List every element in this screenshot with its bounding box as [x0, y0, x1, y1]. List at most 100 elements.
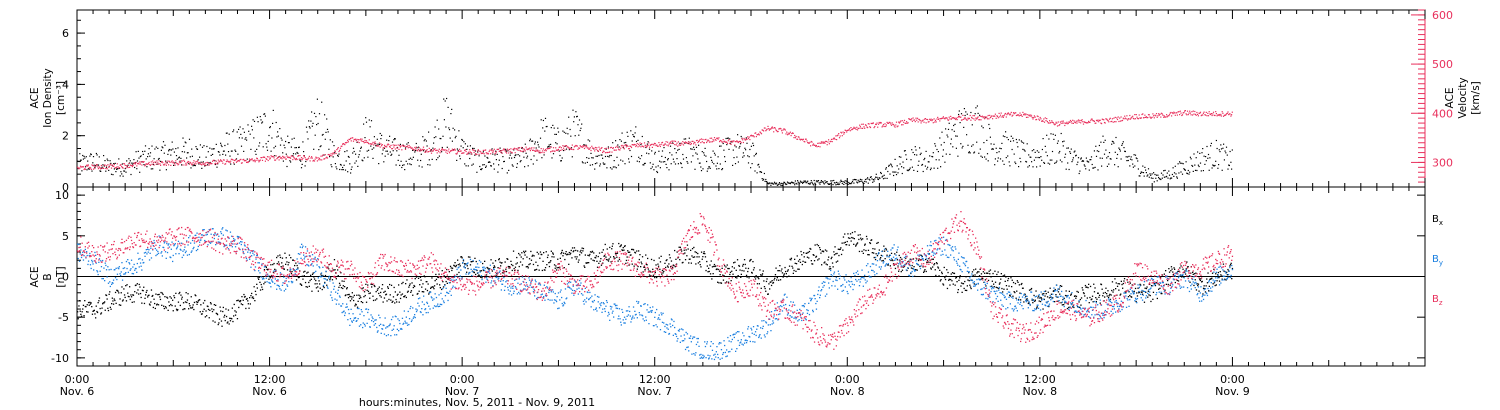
velocity-point: [1119, 117, 1121, 119]
b-bx-point: [381, 284, 384, 286]
b-bx-point: [363, 296, 365, 298]
density-point: [344, 169, 347, 171]
b-bx-point: [297, 267, 299, 269]
density-point: [825, 181, 828, 183]
velocity-point: [878, 121, 880, 124]
b-bx-point: [126, 284, 128, 286]
density-point: [175, 155, 178, 157]
b-bx-point: [644, 269, 646, 271]
density-point: [1042, 138, 1044, 140]
b-bx-point: [277, 261, 280, 263]
density-point: [342, 169, 344, 171]
velocity-point: [1220, 115, 1223, 117]
velocity-point: [683, 142, 685, 144]
density-point: [173, 164, 175, 166]
density-point: [711, 161, 713, 163]
density-point: [92, 156, 95, 158]
velocity-point: [1169, 112, 1171, 114]
b-bx-point: [666, 265, 669, 267]
velocity-point: [1166, 114, 1168, 116]
density-point: [1116, 153, 1119, 156]
density-point: [572, 109, 574, 111]
velocity-point: [254, 161, 256, 163]
velocity-point: [388, 144, 390, 146]
b-bx-point: [197, 301, 199, 303]
velocity-point: [140, 161, 142, 163]
velocity-point: [278, 159, 280, 161]
density-point: [131, 162, 133, 164]
density-point: [118, 167, 121, 169]
velocity-point: [1008, 113, 1010, 115]
density-point: [1205, 160, 1207, 162]
b-bx-point: [637, 265, 639, 268]
density-point: [152, 168, 154, 170]
velocity-point: [398, 148, 400, 150]
velocity-point: [604, 148, 606, 150]
velocity-point: [1104, 122, 1106, 124]
velocity-point: [691, 140, 693, 142]
b-bx-point: [478, 274, 480, 276]
density-point: [362, 160, 364, 162]
density-point: [819, 183, 821, 185]
density-point: [1084, 165, 1086, 167]
velocity-point: [1003, 115, 1005, 117]
velocity-point: [1049, 122, 1051, 124]
density-point: [485, 165, 487, 167]
velocity-point: [189, 161, 191, 163]
density-point: [188, 138, 191, 140]
density-point: [1113, 142, 1115, 144]
density-point: [368, 119, 370, 121]
b-bx-point: [867, 249, 870, 251]
density-point: [654, 153, 656, 155]
b-bx-point: [380, 296, 382, 298]
velocity-point: [454, 148, 456, 150]
density-point: [604, 163, 606, 165]
density-point: [728, 148, 730, 150]
velocity-point: [83, 168, 85, 171]
density-point: [419, 149, 421, 151]
velocity-point: [259, 159, 261, 161]
density-point: [677, 163, 679, 165]
density-point: [1007, 155, 1009, 157]
velocity-point: [126, 165, 128, 167]
b-bx-point: [573, 247, 576, 249]
b-bx-point: [360, 296, 362, 299]
density-point: [1172, 167, 1174, 169]
velocity-point: [583, 146, 585, 148]
velocity-point: [504, 150, 506, 152]
b-bx-point: [541, 269, 543, 272]
velocity-point: [253, 159, 256, 161]
density-point: [661, 155, 663, 157]
velocity-point: [303, 155, 305, 157]
velocity-point: [877, 123, 880, 125]
density-point: [682, 158, 685, 160]
velocity-point: [433, 148, 435, 150]
velocity-point: [114, 167, 116, 169]
velocity-point: [561, 149, 563, 151]
velocity-point: [869, 126, 871, 128]
b-bx-point: [123, 294, 126, 296]
density-point: [348, 156, 350, 158]
velocity-point: [656, 145, 659, 147]
density-point: [91, 170, 93, 172]
b-bx-point: [694, 251, 696, 253]
velocity-point: [300, 158, 302, 160]
density-point: [1186, 173, 1189, 175]
density-point: [394, 138, 396, 140]
density-point: [794, 184, 796, 186]
b-bx-point: [251, 292, 253, 295]
velocity-point: [968, 118, 970, 120]
density-point: [946, 134, 948, 136]
b-bx-point: [319, 287, 321, 289]
density-point: [573, 116, 575, 118]
velocity-point: [578, 147, 580, 149]
density-point: [774, 182, 776, 184]
velocity-point: [785, 133, 787, 135]
density-point: [277, 135, 279, 137]
velocity-point: [333, 153, 335, 155]
velocity-point: [543, 152, 545, 154]
velocity-point: [178, 163, 180, 165]
b-bx-point: [324, 274, 327, 277]
velocity-point: [342, 143, 344, 145]
density-point: [893, 171, 895, 173]
